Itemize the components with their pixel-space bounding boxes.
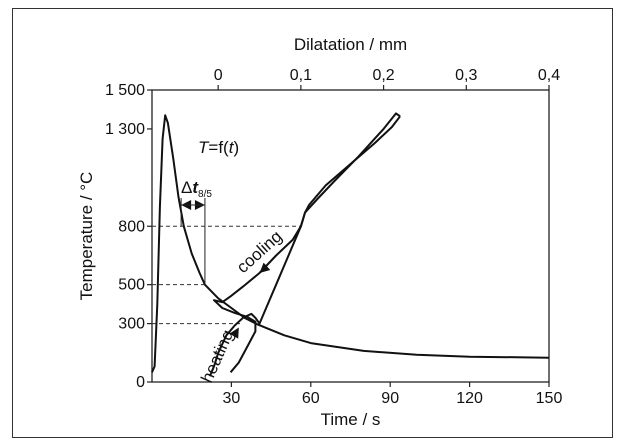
heating-annotation: heating — [197, 327, 237, 386]
delta-t-label: Δt8/5 — [181, 178, 212, 200]
delta-subscript: 8/5 — [198, 189, 212, 200]
cooling-arrow — [259, 262, 271, 273]
x-tick-label: 30 — [223, 390, 241, 407]
temperature-time-curve — [151, 114, 550, 373]
x2-tick-label: 0 — [214, 67, 223, 84]
curve-label: T=f(t) — [198, 138, 239, 157]
curve-label-eq: =f( — [208, 138, 229, 157]
figure-frame — [12, 8, 613, 438]
x-axis-label: Time / s — [321, 410, 381, 429]
y-tick-label: 300 — [118, 316, 145, 333]
cooling-annotation: cooling — [233, 227, 286, 277]
x-tick-label: 120 — [456, 390, 483, 407]
x-tick-label: 90 — [381, 390, 399, 407]
y-tick-label: 1 300 — [105, 121, 145, 138]
cooling-dilatation-curve — [213, 112, 401, 373]
y-tick-label: 500 — [118, 277, 145, 294]
delta-t-symbol: t — [192, 178, 199, 197]
y-axis-label: Temperature / °C — [77, 172, 96, 301]
y-axis-ticks: 0 300 500 800 1 300 1 500 — [105, 82, 152, 391]
y-tick-label: 800 — [118, 218, 145, 235]
y-tick-label: 0 — [136, 374, 145, 391]
y-tick-label: 1 500 — [105, 82, 145, 99]
curve-label-t: t — [229, 138, 235, 157]
x2-axis-label: Dilatation / mm — [294, 35, 407, 54]
x-tick-label: 150 — [536, 390, 563, 407]
x2-axis-ticks: 0 0,1 0,2 0,3 0,4 — [214, 67, 560, 90]
delta-t-marker — [180, 198, 206, 285]
x2-tick-label: 0,3 — [455, 67, 477, 84]
x2-tick-label: 0,1 — [290, 67, 312, 84]
heating-arrow — [229, 327, 239, 339]
curves — [151, 112, 550, 377]
reference-lines — [152, 225, 301, 325]
curve-label-close: ) — [233, 138, 239, 157]
x2-tick-label: 0,4 — [538, 67, 560, 84]
delta-symbol: Δ — [181, 178, 192, 197]
x-axis-ticks: 30 60 90 120 150 — [223, 382, 563, 407]
x-tick-label: 60 — [302, 390, 320, 407]
curve-label-T: T — [198, 138, 210, 157]
x2-tick-label: 0,2 — [372, 67, 394, 84]
plot-area — [151, 89, 550, 383]
